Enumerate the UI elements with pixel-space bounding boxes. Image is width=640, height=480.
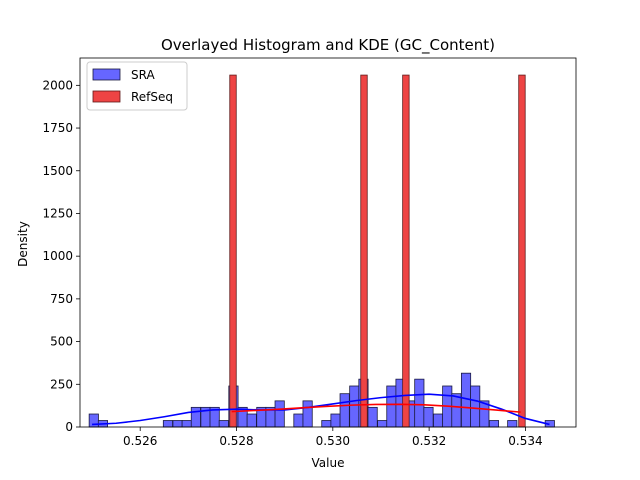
y-tick-label-4: 1000	[42, 249, 73, 263]
x-tick-label-0: 0.526	[123, 434, 157, 448]
legend-label-sra: SRA	[131, 68, 155, 82]
sra-bar-17	[321, 420, 332, 428]
x-tick-label-1: 0.528	[219, 434, 253, 448]
sra-bar-14	[274, 400, 285, 428]
sra-bar-16	[302, 400, 313, 428]
refseq-bar-2	[402, 74, 410, 428]
x-tick-label-2: 0.530	[316, 434, 350, 448]
sra-bar-3	[172, 420, 183, 428]
sra-bar-36	[507, 420, 518, 428]
sra-bar-19	[339, 393, 350, 428]
y-axis-title: Density	[16, 221, 30, 267]
refseq-kde-line	[231, 403, 521, 413]
legend-swatch-sra	[92, 68, 121, 81]
legend: SRA RefSeq	[86, 61, 188, 111]
y-tick-label-0: 0	[65, 420, 73, 434]
refseq-bar-3	[518, 74, 526, 428]
axes-frame	[79, 57, 577, 428]
y-tick-label-1: 250	[50, 377, 73, 391]
x-tick-label-4: 0.534	[508, 434, 542, 448]
sra-bar-31	[451, 393, 462, 428]
y-tick-label-3: 750	[50, 292, 73, 306]
sra-bar-35	[488, 420, 500, 428]
sra-kde-line	[92, 393, 550, 426]
plot-area: 0.526 0.528 0.530 0.532 0.534 0 250 500 750 1000 1…	[42, 57, 577, 448]
sra-bar-8	[218, 420, 229, 428]
sra-bar-20	[349, 385, 360, 428]
x-axis-title: Value	[312, 456, 345, 470]
sra-bar-11	[246, 413, 257, 428]
sra-bar-29	[433, 413, 444, 428]
x-tick-label-3: 0.532	[412, 434, 446, 448]
refseq-bar-1	[360, 74, 368, 428]
sra-bar-18	[330, 413, 341, 428]
y-tick-label-7: 1750	[42, 121, 73, 135]
y-tick-label-6: 1500	[42, 164, 73, 178]
y-tick-label-2: 500	[50, 335, 73, 349]
sra-bar-24	[386, 385, 397, 428]
refseq-bar-0	[229, 74, 237, 428]
sra-bar-23	[377, 420, 388, 428]
y-tick-label-5: 1250	[42, 206, 73, 220]
sra-bar-15	[293, 413, 304, 428]
y-tick-label-8: 2000	[42, 78, 73, 92]
sra-bar-22	[367, 406, 378, 428]
sra-bar-33	[470, 385, 481, 428]
chart-title: Overlayed Histogram and KDE (GC_Content)	[161, 36, 495, 55]
sra-bar-28	[423, 406, 434, 428]
sra-bar-4	[181, 420, 192, 428]
legend-label-refseq: RefSeq	[131, 90, 173, 104]
sra-bar-27	[414, 378, 425, 428]
sra-bar-2	[162, 420, 173, 428]
legend-swatch-refseq	[92, 90, 121, 103]
sra-bar-5	[190, 406, 201, 428]
